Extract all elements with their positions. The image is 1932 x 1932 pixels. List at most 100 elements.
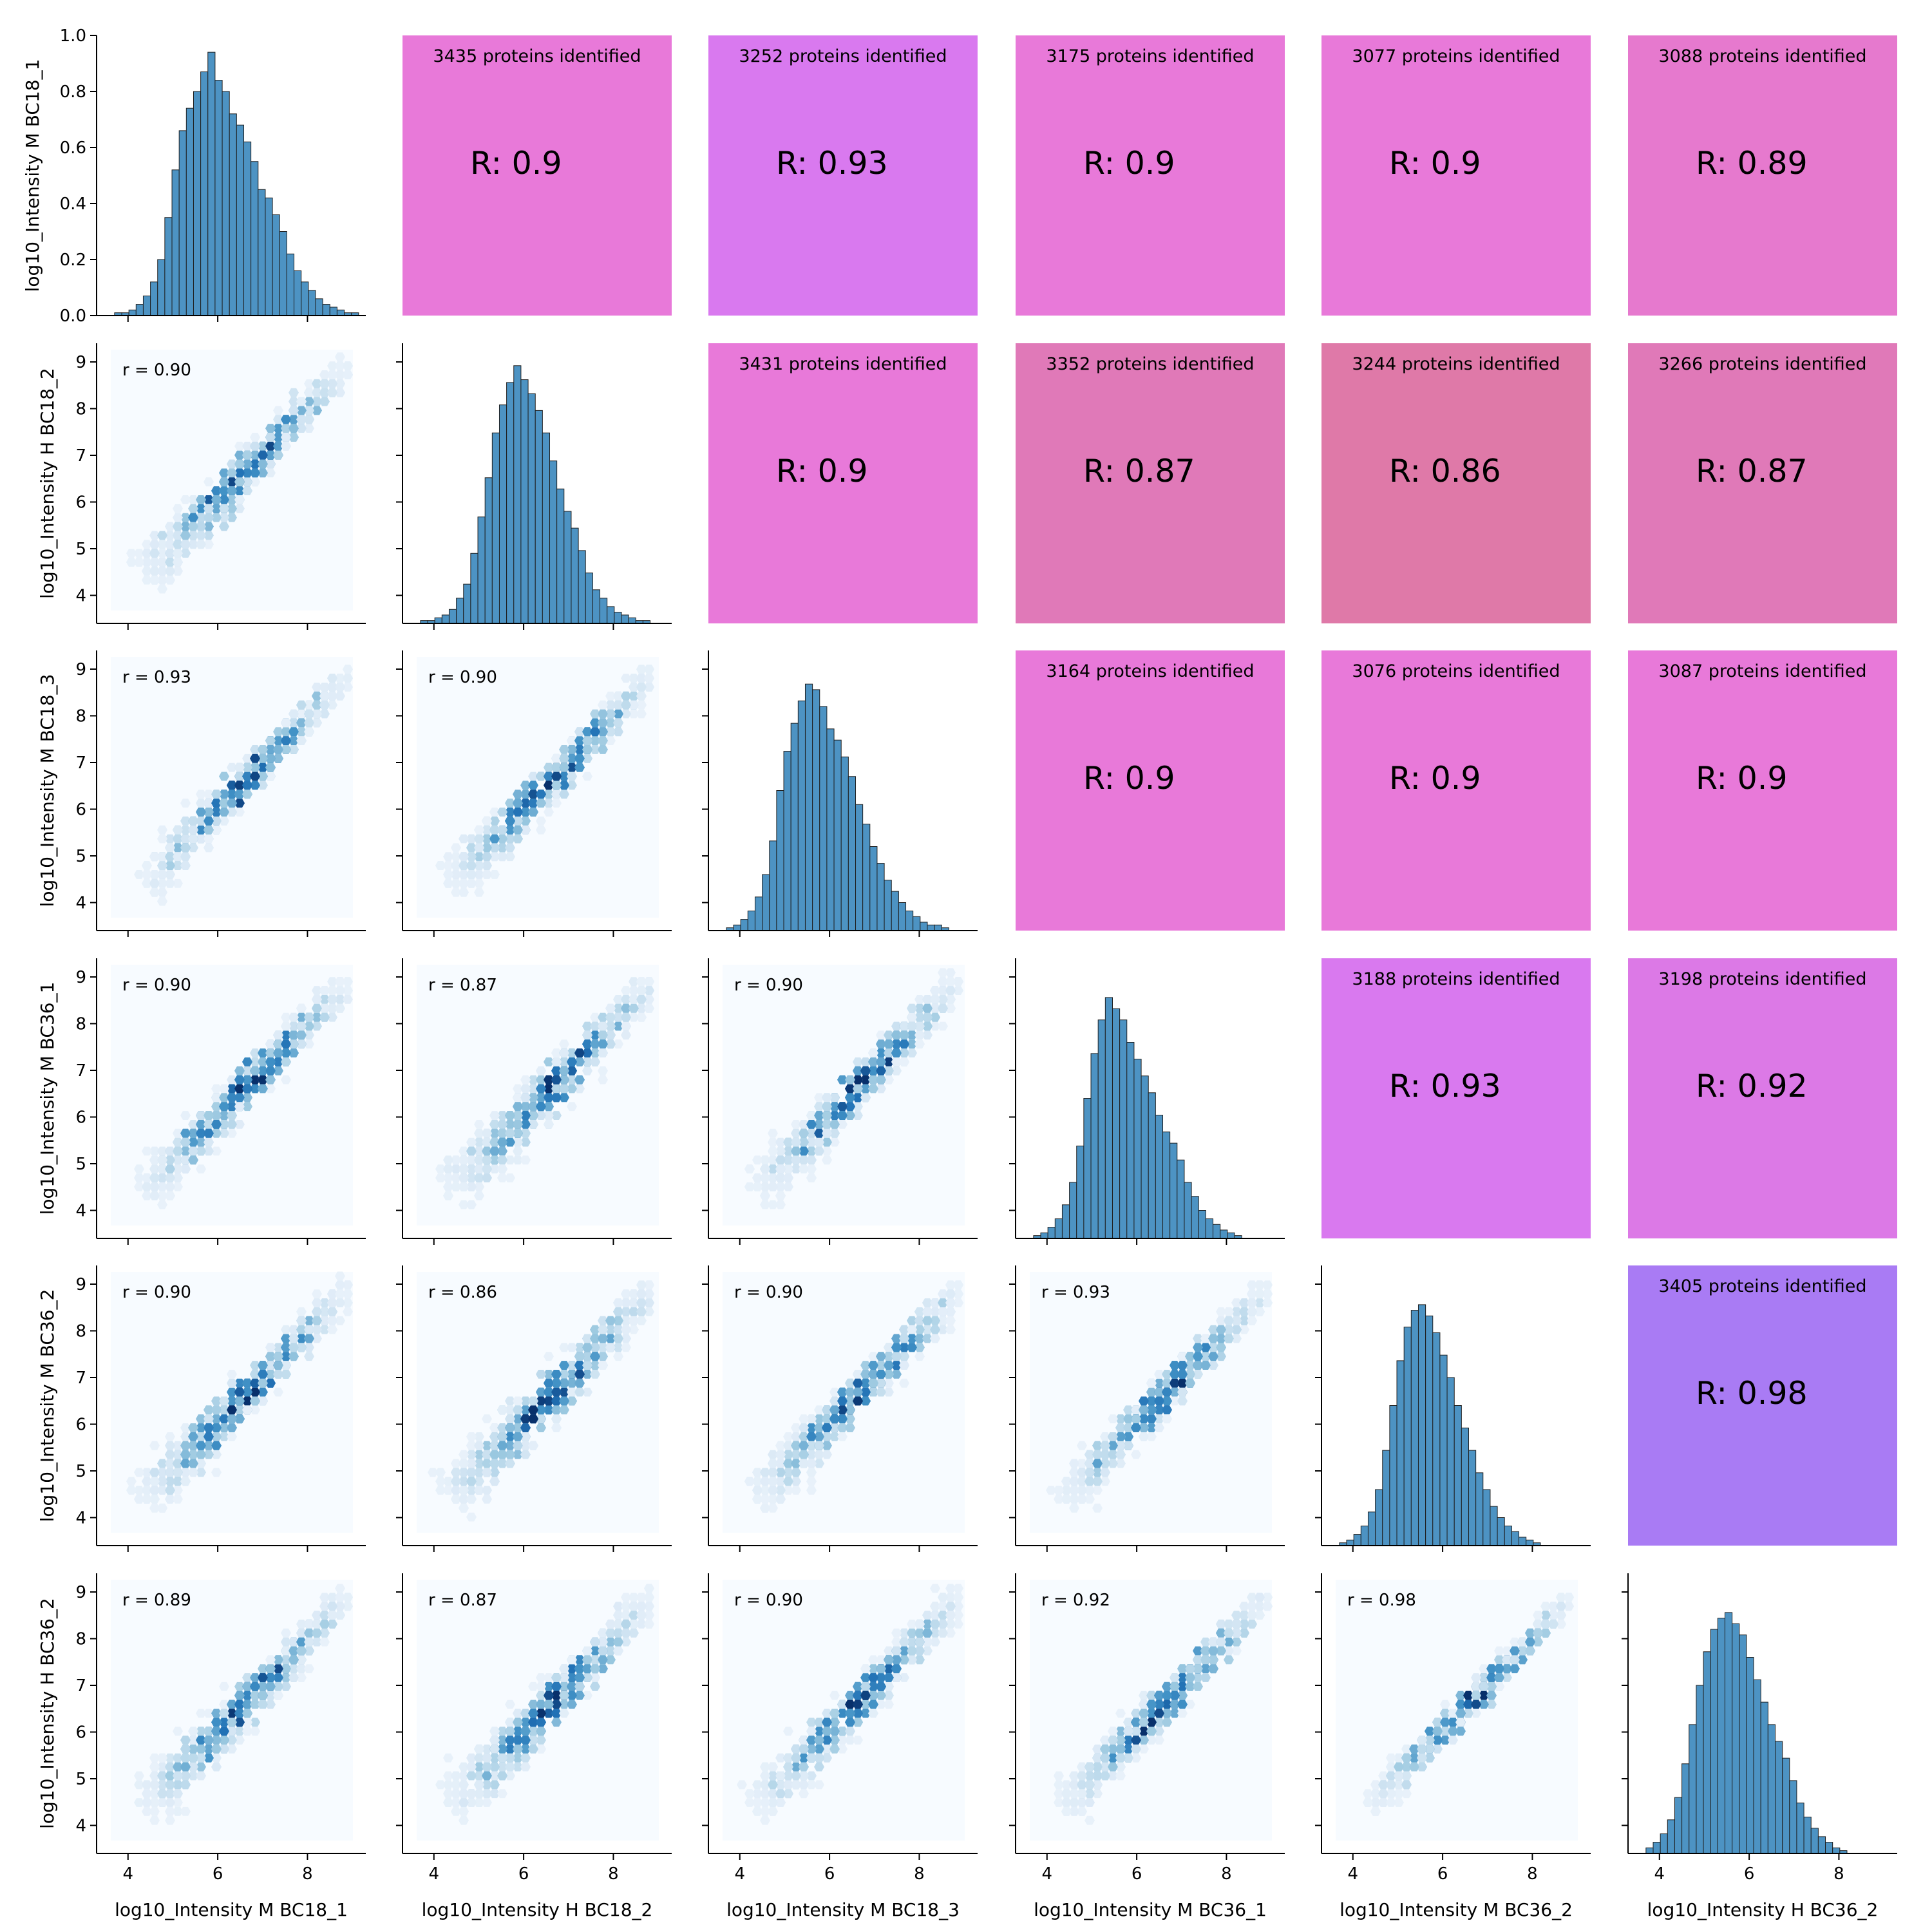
hexbin-cell xyxy=(134,870,144,879)
hexbin-panel-3-2: r = 0.90 xyxy=(702,958,978,1245)
correlation-label: r = 0.93 xyxy=(122,668,191,687)
hexbin-cell xyxy=(157,870,167,879)
hexbin-cell xyxy=(227,468,237,478)
hexbin-cell xyxy=(142,870,152,879)
hexbin-cell xyxy=(234,808,245,817)
hexbin-cell xyxy=(234,468,245,478)
histogram-bar xyxy=(747,911,755,931)
hexbin-cell xyxy=(296,709,307,719)
hexbin-cell xyxy=(219,816,229,826)
histogram-bar xyxy=(1119,1019,1128,1239)
histogram-bar xyxy=(797,700,806,931)
histogram-bar xyxy=(840,756,849,931)
hexbin-cell xyxy=(289,727,299,737)
hexbin-cell xyxy=(142,566,152,576)
histogram-bar xyxy=(1710,1629,1718,1854)
histogram-bar xyxy=(1653,1842,1661,1854)
hexbin-cell xyxy=(242,753,252,763)
hexbin-cell xyxy=(234,799,245,808)
hexbin-cell xyxy=(335,361,345,370)
hexbin-cell xyxy=(242,441,252,451)
hexbin-cell xyxy=(173,522,183,531)
hexbin-cell xyxy=(165,870,175,879)
histogram-bar xyxy=(286,253,295,316)
histogram-bar xyxy=(1097,1019,1106,1239)
hexbin-cell xyxy=(273,727,283,737)
correlation-label: r = 0.90 xyxy=(734,976,803,995)
hexbin-cell xyxy=(281,727,291,737)
histogram-bar xyxy=(142,296,151,316)
hexbin-cell xyxy=(304,727,314,737)
histogram-bar xyxy=(1220,1229,1228,1239)
hexbin-cell xyxy=(265,459,276,469)
histogram-bar xyxy=(1375,1489,1383,1546)
hexbin-cell xyxy=(196,799,206,808)
histogram-panel-4 xyxy=(1315,1265,1591,1552)
hexbin-cell xyxy=(196,540,206,549)
hexbin-cell xyxy=(219,522,229,531)
hexbin-cell xyxy=(165,549,175,558)
y-tick-label: 0.8 xyxy=(60,82,86,102)
histogram-bar xyxy=(1403,1327,1412,1546)
hexbin-cell xyxy=(234,486,245,495)
histogram-bar xyxy=(826,728,835,931)
histogram-bar xyxy=(1511,1531,1520,1546)
hexbin-cell xyxy=(234,459,245,469)
hexbin-cell xyxy=(196,816,206,826)
histogram-bar xyxy=(1346,1539,1354,1546)
hexbin-cell xyxy=(165,566,175,576)
y-tick-label: 8 xyxy=(75,1322,86,1341)
y-tick-label: 0.4 xyxy=(60,194,86,214)
hexbin-cell xyxy=(211,504,222,513)
hexbin-cell xyxy=(281,424,291,433)
y-tick-label: 4 xyxy=(75,1509,86,1528)
histogram-bar xyxy=(740,919,748,931)
hexbin-cell xyxy=(157,549,167,558)
hexbin-cell xyxy=(265,468,276,478)
hexbin-cell xyxy=(265,424,276,433)
hexbin-cell xyxy=(258,772,268,781)
histogram-bar xyxy=(441,614,450,624)
hexbin-cell xyxy=(219,477,229,487)
histogram-bar xyxy=(1674,1797,1683,1854)
y-tick-label: 8 xyxy=(75,1015,86,1034)
hexbin-cell xyxy=(180,852,191,862)
hexbin-cell xyxy=(304,718,314,728)
hexbin-cell xyxy=(250,772,260,781)
y-tick-label: 5 xyxy=(75,540,86,559)
hexbin-cell xyxy=(327,700,337,710)
hexbin-cell xyxy=(296,424,307,433)
x-tick-label: 4 xyxy=(1654,1864,1665,1884)
hexbin-cell xyxy=(242,772,252,781)
hexbin-cell xyxy=(327,379,337,388)
histogram-bar xyxy=(876,863,885,931)
histogram-bar xyxy=(301,281,309,316)
histogram-bar xyxy=(769,840,777,931)
hexbin-cell xyxy=(134,558,144,567)
histogram-bar xyxy=(1696,1685,1704,1854)
histogram-bar xyxy=(1083,1098,1092,1239)
histogram-bar xyxy=(1732,1623,1740,1854)
hexbin-cell xyxy=(289,424,299,433)
histogram-bar xyxy=(1724,1612,1733,1854)
hexbin-cell xyxy=(335,388,345,397)
histogram-bar xyxy=(1475,1472,1484,1546)
hexbin-cell xyxy=(180,825,191,835)
histogram-bar xyxy=(578,550,586,624)
hexbin-cell xyxy=(296,415,307,424)
hexbin-cell xyxy=(258,762,268,772)
histogram-bar xyxy=(762,874,770,931)
hexbin-cell xyxy=(281,718,291,728)
histogram-bar xyxy=(265,197,273,316)
hexbin-cell xyxy=(250,477,260,487)
histogram-bar xyxy=(1396,1360,1405,1546)
hexbin-cell xyxy=(273,433,283,442)
histogram-bar xyxy=(1767,1724,1776,1854)
histogram-bar xyxy=(294,270,302,316)
histogram-bar xyxy=(329,307,337,316)
hexbin-cell xyxy=(289,745,299,754)
histogram-bar xyxy=(1227,1232,1235,1239)
y-tick-label: 7 xyxy=(75,1368,86,1388)
histogram-bar xyxy=(1432,1332,1441,1546)
